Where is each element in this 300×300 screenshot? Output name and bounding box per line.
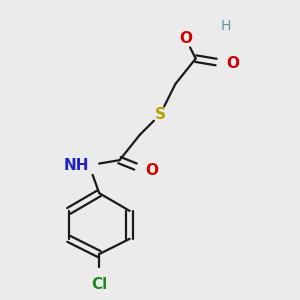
Text: O: O xyxy=(145,163,158,178)
Text: S: S xyxy=(155,107,166,122)
Text: H: H xyxy=(221,19,231,33)
Text: NH: NH xyxy=(64,158,89,173)
Text: Cl: Cl xyxy=(91,277,107,292)
Text: O: O xyxy=(179,31,192,46)
Text: O: O xyxy=(226,56,239,71)
